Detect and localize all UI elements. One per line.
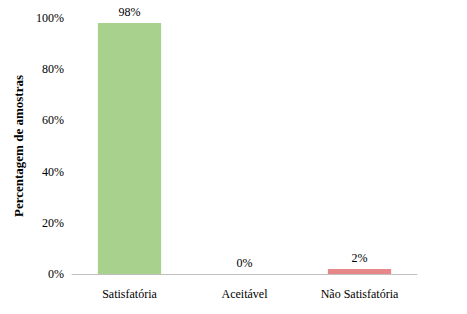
svg-text:0%: 0% [237, 256, 253, 270]
svg-text:Não Satisfatória: Não Satisfatória [321, 287, 399, 301]
svg-text:20%: 20% [42, 216, 64, 230]
svg-text:0%: 0% [48, 267, 64, 281]
svg-text:Percentagem de amostras: Percentagem de amostras [11, 75, 26, 217]
svg-text:100%: 100% [36, 11, 64, 25]
svg-text:Satisfatória: Satisfatória [102, 287, 157, 301]
svg-text:60%: 60% [42, 113, 64, 127]
svg-text:Aceitável: Aceitável [222, 287, 269, 301]
svg-text:98%: 98% [119, 5, 141, 19]
svg-text:40%: 40% [42, 165, 64, 179]
svg-text:80%: 80% [42, 62, 64, 76]
svg-text:2%: 2% [352, 251, 368, 265]
